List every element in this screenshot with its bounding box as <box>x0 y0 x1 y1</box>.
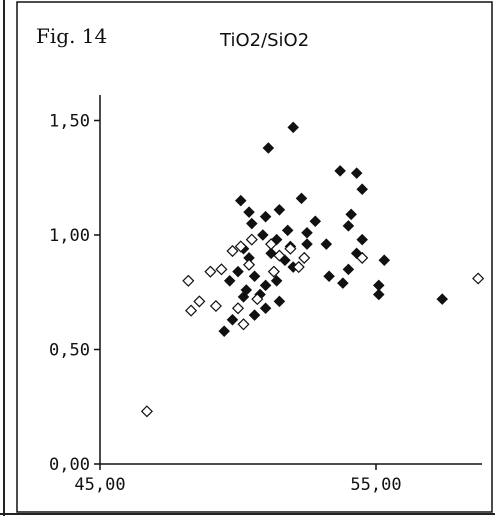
data-points <box>140 121 485 418</box>
data-point-open <box>265 238 278 251</box>
data-point-filled <box>243 206 255 218</box>
data-point-filled <box>301 226 313 239</box>
data-point-filled <box>342 220 355 232</box>
data-point-filled <box>273 295 286 308</box>
data-point-filled <box>350 167 363 179</box>
data-point-open <box>245 233 258 246</box>
data-point-filled <box>257 229 269 241</box>
y-tick-label: 0,50 <box>49 341 90 361</box>
data-point-filled <box>246 217 258 230</box>
data-point-filled <box>259 210 272 223</box>
data-point-filled <box>237 291 250 303</box>
data-point-filled <box>378 254 391 266</box>
data-point-open <box>284 242 297 255</box>
data-point-filled <box>334 165 346 177</box>
data-point-filled <box>223 275 236 287</box>
data-point-filled <box>372 288 385 301</box>
data-point-open <box>231 302 245 315</box>
data-point-open <box>356 251 369 264</box>
data-point-filled <box>248 309 261 321</box>
data-point-filled <box>226 313 239 326</box>
data-point-filled <box>287 121 299 134</box>
y-tick-label: 1,00 <box>49 226 90 246</box>
data-point-open <box>215 263 228 276</box>
data-point-filled <box>273 204 286 216</box>
data-point-filled <box>234 194 247 207</box>
data-point-open <box>237 318 250 331</box>
axes <box>99 95 482 465</box>
data-point-open <box>182 274 195 287</box>
data-point-filled <box>345 208 357 221</box>
data-point-open <box>209 299 222 313</box>
y-tick-label: 1,50 <box>49 112 90 132</box>
data-point-filled <box>259 279 272 292</box>
data-point-filled <box>259 302 272 315</box>
data-point-filled <box>248 270 261 282</box>
data-point-open <box>251 293 264 306</box>
data-point-filled <box>356 233 368 246</box>
data-point-filled <box>232 265 244 278</box>
data-point-filled <box>309 215 322 228</box>
data-point-filled <box>301 238 313 250</box>
data-point-filled <box>262 142 275 154</box>
data-point-open <box>185 304 198 317</box>
data-point-filled <box>281 224 294 237</box>
chart-title: TiO2/SiO2 <box>219 30 309 51</box>
data-point-filled <box>295 192 308 205</box>
data-point-filled <box>270 275 283 287</box>
data-point-open <box>234 240 247 253</box>
data-point-filled <box>323 270 335 282</box>
data-point-filled <box>337 277 349 289</box>
figure-border <box>16 1 493 513</box>
data-point-open <box>267 265 280 278</box>
data-point-filled <box>320 238 333 250</box>
data-point-filled <box>218 325 230 337</box>
data-point-open <box>140 405 153 418</box>
data-point-open <box>204 265 217 278</box>
data-point-open <box>273 249 286 262</box>
figure-label: Fig. 14 <box>36 24 107 48</box>
data-point-filled <box>436 293 449 305</box>
data-point-filled <box>356 183 368 195</box>
data-point-open <box>298 251 311 264</box>
data-point-open <box>292 261 305 274</box>
x-tick-label: 45,00 <box>74 475 125 495</box>
data-point-open <box>226 244 239 258</box>
y-tick-label: 0,00 <box>49 455 90 475</box>
data-point-filled <box>342 263 355 276</box>
data-point-open <box>193 295 206 308</box>
data-point-open <box>472 272 485 285</box>
data-point-open <box>242 258 256 271</box>
x-tick-label: 55,00 <box>350 475 401 495</box>
